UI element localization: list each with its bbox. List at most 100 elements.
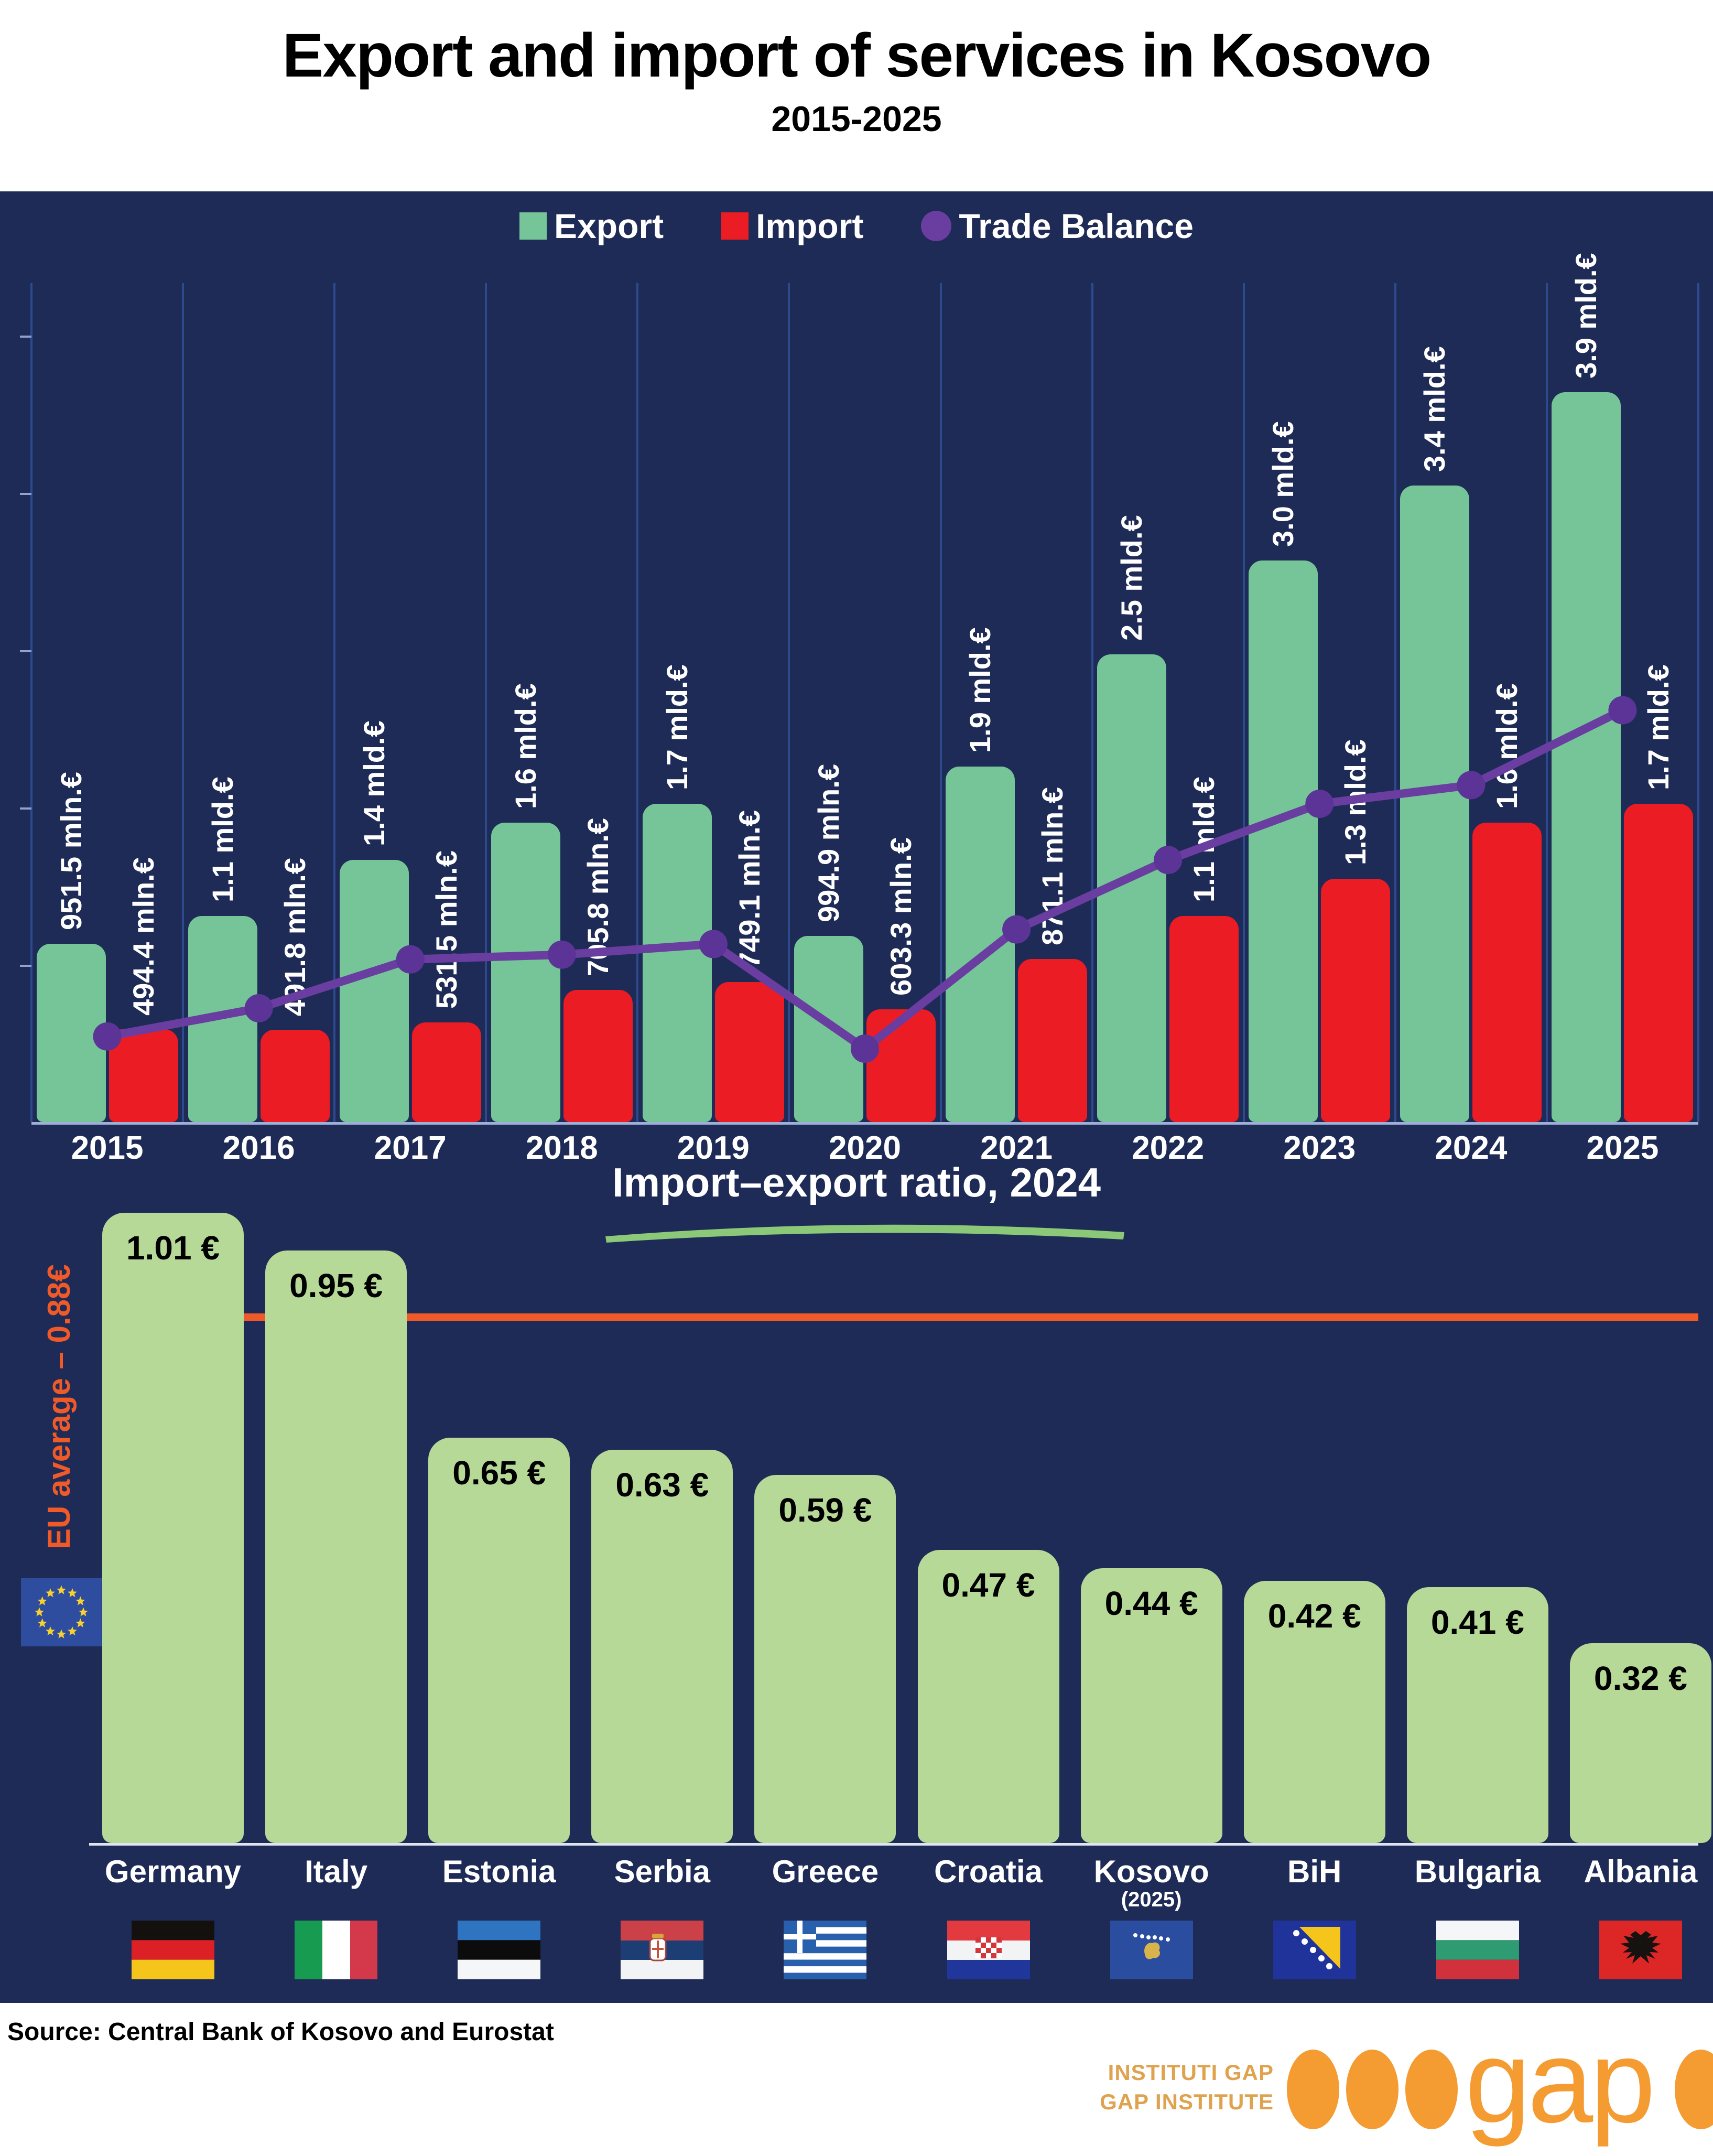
serbia-flag-icon bbox=[621, 1921, 704, 1979]
croatia-flag bbox=[947, 1921, 1030, 1979]
ratio-value-croatia: 0.47 € bbox=[941, 1566, 1035, 1604]
gridline bbox=[636, 283, 639, 1122]
export-swatch-icon bbox=[519, 212, 547, 240]
axis-tick bbox=[20, 650, 31, 652]
import-value-label-2019: 749.1 mln.€ bbox=[732, 810, 766, 968]
legend-item-import: Import bbox=[721, 206, 863, 246]
import-value-label-2024: 1.6 mld.€ bbox=[1490, 683, 1524, 809]
legend-item-trade-balance: Trade Balance bbox=[921, 206, 1194, 246]
ratio-chart-title: Import–export ratio, 2024 bbox=[612, 1159, 1101, 1205]
ratio-axis bbox=[89, 1843, 1698, 1846]
kosovo-year-note: (2025) bbox=[1121, 1888, 1182, 1911]
gridline bbox=[1545, 283, 1548, 1122]
export-value-label-2020: 994.9 mln.€ bbox=[812, 763, 845, 922]
ratio-bar-greece bbox=[754, 1474, 896, 1843]
trade-balance-marker-icon bbox=[921, 211, 952, 241]
ratio-value-kosovo: 0.44 € bbox=[1104, 1584, 1198, 1623]
export-bar-2016 bbox=[188, 916, 257, 1122]
svg-text:gap: gap bbox=[1465, 2032, 1652, 2147]
import-value-label-2023: 1.3 mld.€ bbox=[1339, 739, 1372, 865]
import-value-label-2018: 705.8 mln.€ bbox=[581, 818, 614, 977]
ratio-value-italy: 0.95 € bbox=[289, 1266, 383, 1305]
export-bar-2019 bbox=[642, 804, 712, 1122]
italy-flag-icon bbox=[295, 1921, 378, 1979]
ratio-bar-estonia bbox=[428, 1437, 570, 1843]
import-bar-2024 bbox=[1472, 822, 1542, 1122]
import-value-label-2017: 531.5 mln.€ bbox=[429, 850, 463, 1009]
year-label-2024: 2024 bbox=[1435, 1130, 1508, 1166]
kosovo-flag-icon bbox=[1110, 1921, 1193, 1979]
country-label-albania: Albania bbox=[1584, 1854, 1698, 1889]
import-bar-2018 bbox=[563, 990, 633, 1122]
export-value-label-2022: 2.5 mld.€ bbox=[1115, 514, 1148, 641]
source-note: Source: Central Bank of Kosovo and Euros… bbox=[7, 2018, 554, 2046]
gridline bbox=[1091, 283, 1093, 1122]
ratio-bar-italy bbox=[265, 1250, 407, 1843]
export-bar-2023 bbox=[1249, 560, 1318, 1122]
axis-tick bbox=[20, 493, 31, 495]
import-bar-2020 bbox=[866, 1009, 936, 1122]
serbia-flag bbox=[621, 1921, 704, 1979]
ratio-value-albania: 0.32 € bbox=[1593, 1659, 1687, 1698]
export-value-label-2023: 3.0 mld.€ bbox=[1266, 421, 1300, 547]
import-bar-2019 bbox=[714, 982, 784, 1122]
import-swatch-icon bbox=[721, 212, 749, 240]
import-bar-2017 bbox=[411, 1022, 481, 1122]
gridline bbox=[182, 283, 185, 1122]
export-bar-2018 bbox=[491, 822, 560, 1122]
export-value-label-2021: 1.9 mld.€ bbox=[963, 627, 997, 753]
gap-logo: gap bbox=[1287, 2032, 1713, 2156]
gridline bbox=[485, 283, 487, 1122]
import-bar-2015 bbox=[109, 1029, 178, 1122]
country-label-bih: BiH bbox=[1287, 1854, 1342, 1889]
import-bar-2016 bbox=[260, 1030, 330, 1122]
logo-line1: INSTITUTI GAP bbox=[1108, 2060, 1274, 2085]
eu-flag bbox=[21, 1578, 102, 1646]
export-value-label-2017: 1.4 mld.€ bbox=[357, 720, 391, 847]
export-bar-2025 bbox=[1552, 392, 1621, 1122]
legend-import-label: Import bbox=[756, 207, 864, 245]
export-value-label-2025: 3.9 mld.€ bbox=[1569, 253, 1603, 379]
export-bar-2020 bbox=[794, 935, 863, 1122]
gridline bbox=[1697, 283, 1699, 1122]
axis-tick bbox=[20, 336, 31, 338]
bulgaria-flag-icon bbox=[1436, 1921, 1519, 1979]
country-label-kosovo: Kosovo bbox=[1093, 1854, 1209, 1889]
ratio-value-bih: 0.42 € bbox=[1267, 1597, 1361, 1635]
export-bar-2015 bbox=[36, 944, 106, 1122]
chart-board: Export Import Trade Balance 951.5 mln.€ 4… bbox=[0, 191, 1713, 2003]
import-bar-2021 bbox=[1018, 959, 1088, 1122]
ratio-value-greece: 0.59 € bbox=[778, 1491, 872, 1529]
import-value-label-2015: 494.4 mln.€ bbox=[126, 857, 160, 1016]
logo-line2: GAP INSTITUTE bbox=[1100, 2089, 1274, 2114]
ratio-value-estonia: 0.65 € bbox=[452, 1453, 546, 1492]
export-bar-2017 bbox=[339, 860, 409, 1122]
gap-institute-name: INSTITUTI GAP GAP INSTITUTE bbox=[1038, 2058, 1274, 2117]
footer: Source: Central Bank of Kosovo and Euros… bbox=[0, 2003, 1713, 2156]
gridline bbox=[1242, 283, 1245, 1122]
country-label-serbia: Serbia bbox=[614, 1854, 711, 1889]
greece-flag-icon bbox=[784, 1921, 867, 1979]
country-label-bulgaria: Bulgaria bbox=[1414, 1854, 1541, 1889]
greece-flag bbox=[784, 1921, 867, 1979]
gap-wordmark-icon: gap bbox=[1287, 2032, 1713, 2147]
year-label-2020: 2020 bbox=[829, 1130, 901, 1166]
x-axis bbox=[31, 1122, 1698, 1125]
ratio-bar-kosovo bbox=[1080, 1568, 1222, 1843]
estonia-flag-icon bbox=[458, 1921, 541, 1979]
year-label-2015: 2015 bbox=[71, 1130, 144, 1166]
import-value-label-2022: 1.1 mld.€ bbox=[1187, 777, 1221, 903]
import-bar-2023 bbox=[1321, 878, 1391, 1122]
estonia-flag bbox=[458, 1921, 541, 1979]
kosovo-flag bbox=[1110, 1921, 1193, 1979]
ratio-value-serbia: 0.63 € bbox=[615, 1466, 709, 1504]
axis-tick bbox=[20, 807, 31, 810]
bih-flag bbox=[1273, 1921, 1356, 1979]
gridline bbox=[333, 283, 336, 1122]
export-bar-2022 bbox=[1097, 654, 1167, 1122]
croatia-flag-icon bbox=[947, 1921, 1030, 1979]
year-label-2021: 2021 bbox=[980, 1130, 1053, 1166]
year-label-2023: 2023 bbox=[1283, 1130, 1356, 1166]
year-label-2018: 2018 bbox=[525, 1130, 598, 1166]
